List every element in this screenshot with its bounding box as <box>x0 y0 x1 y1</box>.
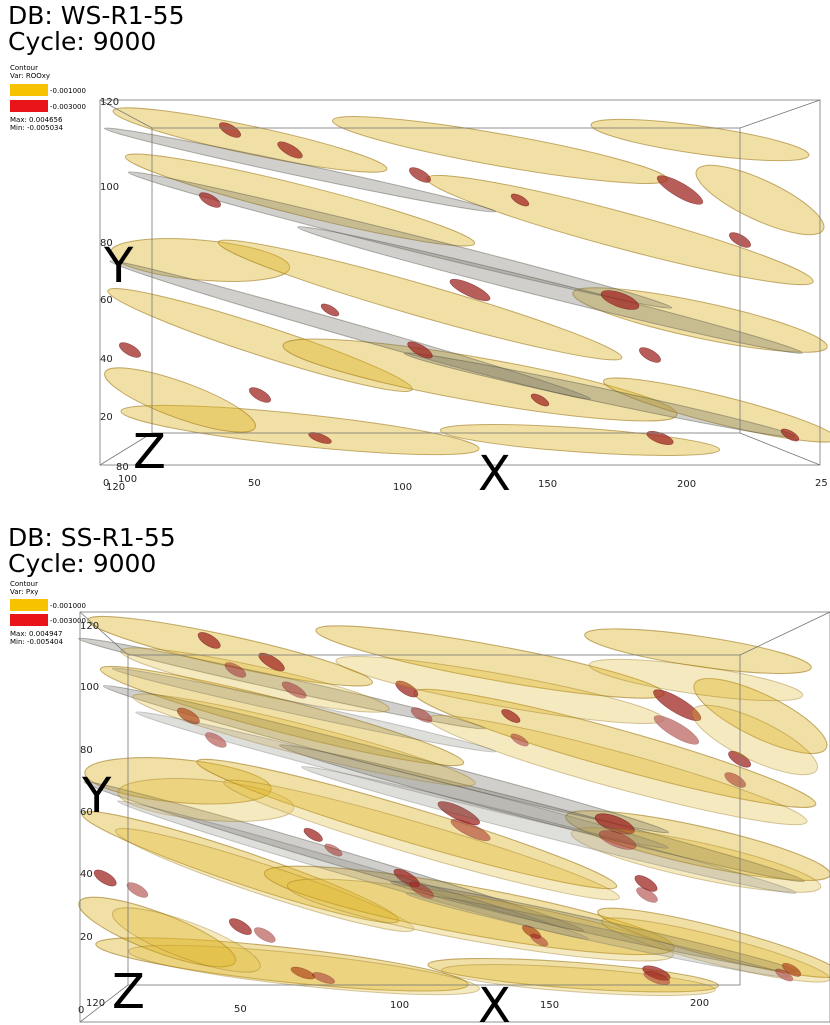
x-axis-label: X <box>478 978 511 1025</box>
legend-level: -0.001000 <box>50 602 86 610</box>
y-axis-label: Y <box>81 768 112 824</box>
legend-min: Min: -0.005034 <box>10 124 63 132</box>
z-axis-label: Z <box>112 964 145 1020</box>
box-edge <box>99 432 153 466</box>
x-tick-label: 200 <box>677 479 696 490</box>
legend-title: Contour <box>10 580 38 588</box>
isosurfaces <box>98 96 830 466</box>
z-tick-label: 100 <box>118 474 137 485</box>
cycle: Cycle: 9000 <box>8 549 156 578</box>
legend-level: -0.001000 <box>50 87 86 95</box>
y-tick-label: 100 <box>100 182 119 193</box>
box-edge <box>739 99 821 129</box>
box-edge <box>79 611 129 656</box>
x-tick-label: 150 <box>538 479 557 490</box>
db-name: DB: WS-R1-55 <box>8 1 185 30</box>
legend-title: Contour <box>10 64 38 72</box>
legend-level: -0.003000 <box>50 617 86 625</box>
box-edge <box>99 99 153 129</box>
panel: DB: WS-R1-55 Cycle: 9000 Contour Var: RO… <box>8 1 830 502</box>
box-edge <box>79 984 129 1023</box>
cycle: Cycle: 9000 <box>8 27 156 56</box>
y-tick-label: 80 <box>100 238 113 249</box>
legend-level: -0.003000 <box>50 103 86 111</box>
panel: DB: SS-R1-55 Cycle: 9000 Contour Var: Px… <box>8 523 830 1025</box>
x-tick-label: 50 <box>248 478 261 489</box>
z-tick-label: 80 <box>116 462 129 473</box>
z-tick-label: 0 <box>78 1005 84 1016</box>
y-tick-label: 60 <box>100 295 113 306</box>
legend-var: Var: ROOxy <box>10 72 50 80</box>
y-tick-label: 40 <box>100 354 113 365</box>
legend-swatch <box>10 599 48 611</box>
legend-swatch <box>10 100 48 112</box>
y-tick-label: 20 <box>100 412 113 423</box>
y-tick-label: 40 <box>80 869 93 880</box>
z-tick-label: 120 <box>106 482 125 493</box>
bounding-box <box>99 99 821 466</box>
y-tick-label: 100 <box>80 682 99 693</box>
legend-max: Max: 0.004656 <box>10 116 63 124</box>
z-tick-label: 120 <box>86 998 105 1009</box>
bounding-box <box>151 127 741 434</box>
y-tick-label: 80 <box>80 745 93 756</box>
legend-max: Max: 0.004947 <box>10 630 62 638</box>
legend-swatch <box>10 614 48 626</box>
bounding-box <box>79 611 830 1023</box>
db-name: DB: SS-R1-55 <box>8 523 176 552</box>
x-tick-label: 200 <box>690 998 709 1009</box>
y-tick-label: 120 <box>100 97 119 108</box>
box-edge <box>739 432 821 466</box>
x-tick-label: 100 <box>390 1000 409 1011</box>
x-tick-label: 50 <box>234 1004 247 1015</box>
bounding-box <box>127 654 741 986</box>
y-tick-label: 20 <box>80 932 93 943</box>
box-edge <box>739 611 830 656</box>
y-axis-label: Y <box>103 238 134 294</box>
y-tick-label: 120 <box>80 621 99 632</box>
x-tick-label: 0 <box>103 478 109 489</box>
legend-swatch <box>10 84 48 96</box>
y-tick-label: 60 <box>80 807 93 818</box>
z-axis-label: Z <box>133 424 166 480</box>
legend-min: Min: -0.005404 <box>10 638 63 646</box>
x-tick-label: 150 <box>540 1000 559 1011</box>
legend-var: Var: Pxy <box>10 588 38 596</box>
x-axis-label: X <box>478 446 511 502</box>
x-tick-label: 25 <box>815 478 828 489</box>
x-tick-label: 100 <box>393 482 412 493</box>
